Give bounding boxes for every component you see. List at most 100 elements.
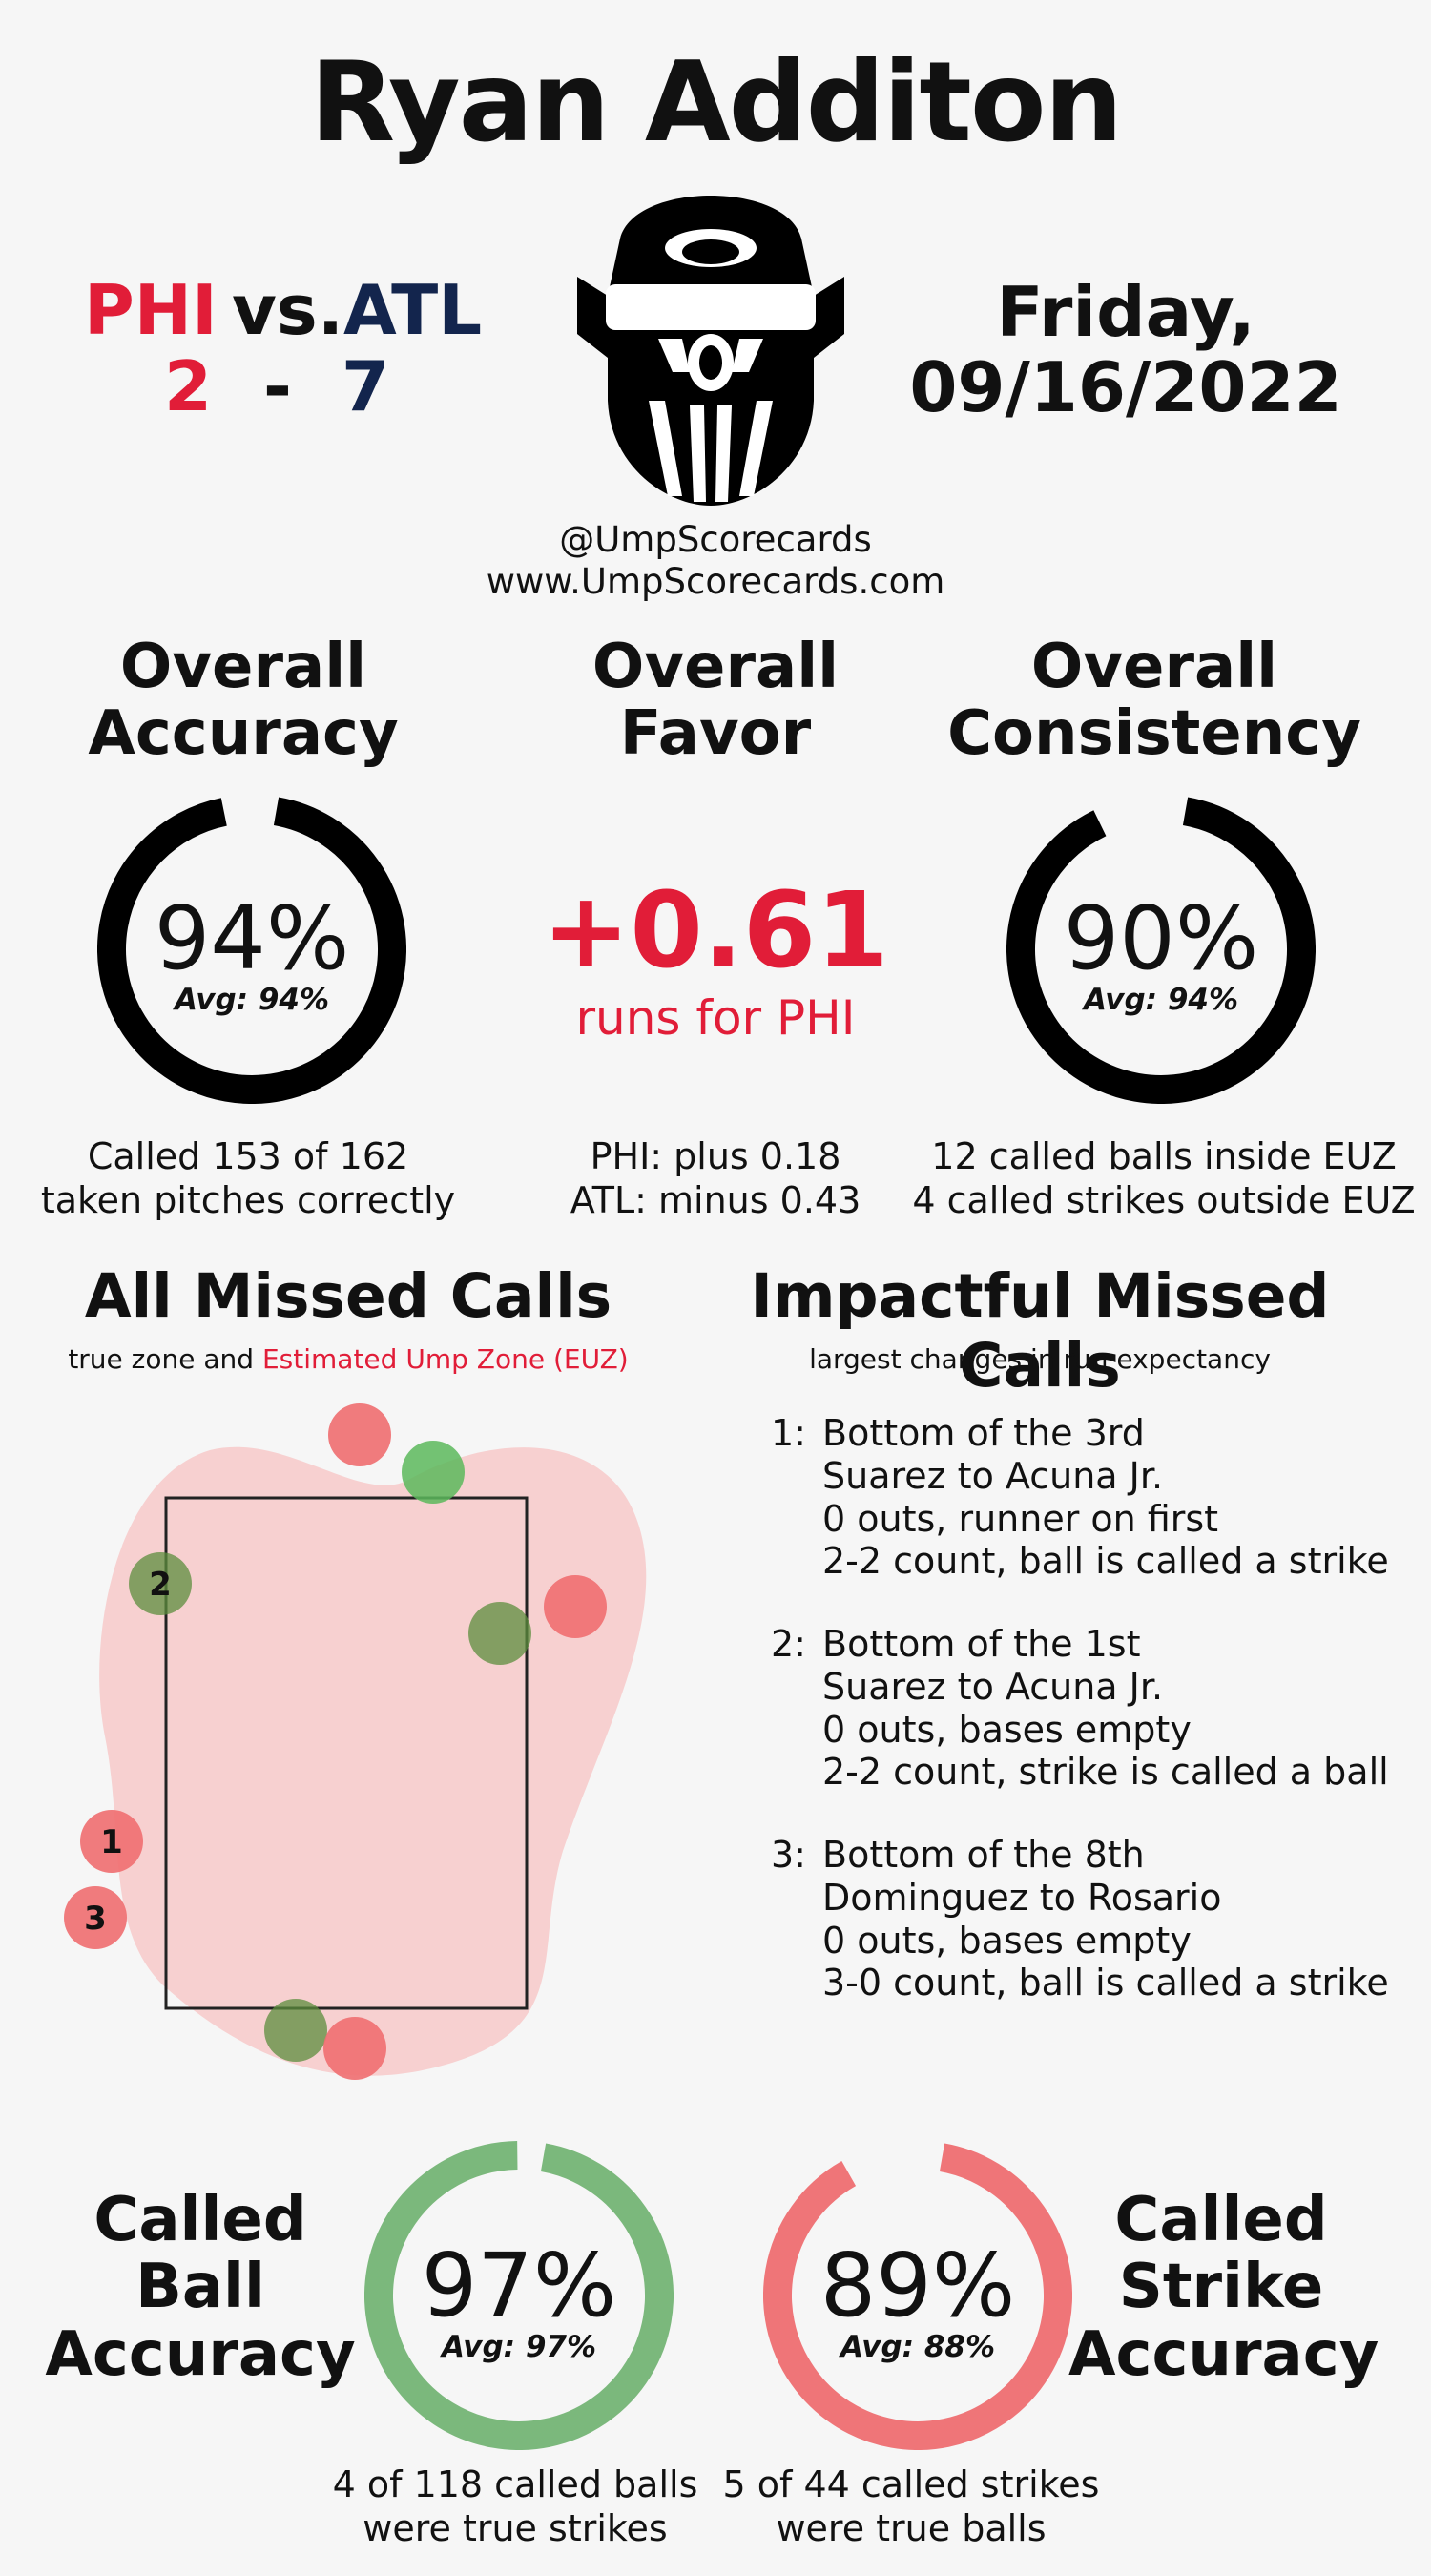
umpire-mask-icon <box>577 196 844 506</box>
date-value: 09/16/2022 <box>909 347 1342 428</box>
favor-desc-line1: PHI: plus 0.18 <box>590 1135 841 1177</box>
consistency-title: Overall Consistency <box>944 634 1364 768</box>
call-result: 2-2 count, ball is called a strike <box>822 1540 1389 1583</box>
missed-call-dot <box>264 1999 327 2062</box>
impactful-call-3: 3: Bottom of the 8th Dominguez to Rosari… <box>771 1834 1420 2025</box>
ball-accuracy-avg: Avg: 97% <box>441 2330 597 2364</box>
strike-accuracy-title: Called Strike Accuracy <box>1068 2185 1379 2390</box>
true-strike-zone <box>164 1496 529 2010</box>
strike-desc-line1: 5 of 44 called strikes <box>722 2463 1100 2505</box>
favor-label: runs for PHI <box>575 990 856 1046</box>
call-inning: Bottom of the 8th <box>822 1834 1145 1876</box>
consistency-title-line1: Overall <box>1030 632 1278 702</box>
social-block: @UmpScorecards www.UmpScorecards.com <box>429 519 1002 602</box>
missed-calls-subtitle: true zone and Estimated Ump Zone (EUZ) <box>38 1343 658 1375</box>
consistency-desc-line2: 4 called strikes outside EUZ <box>912 1178 1416 1221</box>
favor-description: PHI: plus 0.18 ATL: minus 0.43 <box>496 1135 935 1222</box>
twitter-handle[interactable]: @UmpScorecards <box>559 519 872 560</box>
score-separator: - <box>263 346 292 426</box>
accuracy-pct: 94% <box>154 887 350 989</box>
call-situation: 0 outs, runner on first <box>822 1497 1219 1540</box>
impactful-title: Impactful Missed Calls <box>750 1261 1330 1401</box>
ball-accuracy-pct: 97% <box>421 2234 617 2337</box>
accuracy-ring <box>97 795 406 1104</box>
call-matchup: Suarez to Acuna Jr. <box>822 1665 1164 1708</box>
strike-title-line1: Called <box>1114 2185 1328 2255</box>
missed-call-dot <box>544 1575 607 1638</box>
strike-accuracy-description: 5 of 44 called strikes were true balls <box>682 2463 1140 2550</box>
vs-label: vs. <box>232 270 344 350</box>
call-number: 2: <box>771 1623 806 1665</box>
impactful-call-1: 1: Bottom of the 3rd Suarez to Acuna Jr.… <box>771 1412 1420 1603</box>
accuracy-title: Overall Accuracy <box>43 634 444 768</box>
ball-accuracy-description: 4 of 118 called balls were true strikes <box>286 2463 744 2550</box>
call-number: 3: <box>771 1834 806 1876</box>
missed-call-label-3: 3 <box>84 1900 107 1938</box>
missed-calls-title: All Missed Calls <box>84 1261 612 1331</box>
ball-title-line2: Ball <box>135 2252 265 2323</box>
strike-desc-line2: were true balls <box>776 2506 1047 2549</box>
call-situation: 0 outs, bases empty <box>822 1919 1192 1962</box>
strike-title-line2: Strike <box>1118 2252 1324 2323</box>
ball-accuracy-ring <box>364 2141 674 2450</box>
home-team: ATL <box>343 270 483 350</box>
impactful-subtitle: largest changes in run expectancy <box>809 1343 1271 1375</box>
missed-call-label-1: 1 <box>100 1823 123 1861</box>
missed-call-dot <box>323 2017 386 2080</box>
home-score: 7 <box>342 346 390 426</box>
accuracy-avg: Avg: 94% <box>174 983 330 1017</box>
favor-title-line1: Overall <box>591 632 840 702</box>
away-score: 2 <box>164 346 213 426</box>
missed-call-label-2: 2 <box>149 1566 172 1604</box>
ring-arc <box>97 795 406 1104</box>
ball-title-line3: Accuracy <box>45 2318 356 2390</box>
consistency-ring <box>1006 795 1316 1104</box>
consistency-value-block: 90% Avg: 94% <box>1006 887 1316 1018</box>
estimated-ump-zone <box>99 1446 647 2076</box>
subtitle-prefix: true zone and <box>68 1343 255 1375</box>
strike-accuracy-value-block: 89% Avg: 88% <box>763 2234 1072 2365</box>
favor-title-line2: Favor <box>619 698 812 770</box>
ring-arc <box>364 2141 674 2450</box>
missed-call-dot-2 <box>129 1552 192 1615</box>
umpire-name: Ryan Additon <box>309 38 1123 167</box>
missed-call-dot <box>328 1403 391 1466</box>
call-inning: Bottom of the 1st <box>822 1623 1141 1665</box>
call-result: 2-2 count, strike is called a ball <box>822 1751 1389 1794</box>
website-link[interactable]: www.UmpScorecards.com <box>486 560 945 602</box>
date-weekday: Friday, <box>996 272 1255 352</box>
favor-title: Overall Favor <box>515 634 916 768</box>
missed-call-dot <box>402 1441 465 1504</box>
consistency-description: 12 called balls inside EUZ 4 called stri… <box>911 1135 1417 1222</box>
impactful-call-2: 2: Bottom of the 1st Suarez to Acuna Jr.… <box>771 1623 1420 1814</box>
matchup: PHI vs. ATL 2 - 7 <box>76 270 515 437</box>
call-inning: Bottom of the 3rd <box>822 1412 1145 1454</box>
accuracy-title-line1: Overall <box>119 632 367 702</box>
consistency-desc-line1: 12 called balls inside EUZ <box>931 1135 1397 1177</box>
favor-value: +0.61 <box>542 869 889 991</box>
strike-accuracy-pct: 89% <box>819 2234 1016 2337</box>
favor-desc-line2: ATL: minus 0.43 <box>570 1178 861 1221</box>
ball-accuracy-value-block: 97% Avg: 97% <box>364 2234 674 2365</box>
accuracy-value-block: 94% Avg: 94% <box>97 887 406 1018</box>
consistency-title-line2: Consistency <box>947 698 1361 770</box>
consistency-pct: 90% <box>1063 887 1259 989</box>
game-date: Friday, 09/16/2022 <box>878 272 1374 428</box>
accuracy-desc-line2: taken pitches correctly <box>40 1178 456 1221</box>
subtitle-euz: Estimated Ump Zone (EUZ) <box>261 1343 629 1375</box>
accuracy-description: Called 153 of 162 taken pitches correctl… <box>19 1135 477 1222</box>
call-number: 1: <box>771 1412 806 1454</box>
call-matchup: Suarez to Acuna Jr. <box>822 1454 1164 1497</box>
call-situation: 0 outs, bases empty <box>822 1708 1192 1751</box>
ball-desc-line2: were true strikes <box>363 2506 668 2549</box>
ball-desc-line1: 4 of 118 called balls <box>332 2463 698 2505</box>
strike-accuracy-ring <box>763 2141 1072 2450</box>
consistency-avg: Avg: 94% <box>1083 983 1239 1017</box>
away-team: PHI <box>84 270 218 350</box>
ball-accuracy-title: Called Ball Accuracy <box>38 2187 363 2390</box>
strike-accuracy-avg: Avg: 88% <box>840 2330 996 2364</box>
missed-call-dot-3 <box>64 1886 127 1949</box>
call-result: 3-0 count, ball is called a strike <box>822 1962 1389 2005</box>
missed-call-dot <box>468 1602 531 1665</box>
strike-title-line3: Accuracy <box>1068 2318 1379 2390</box>
